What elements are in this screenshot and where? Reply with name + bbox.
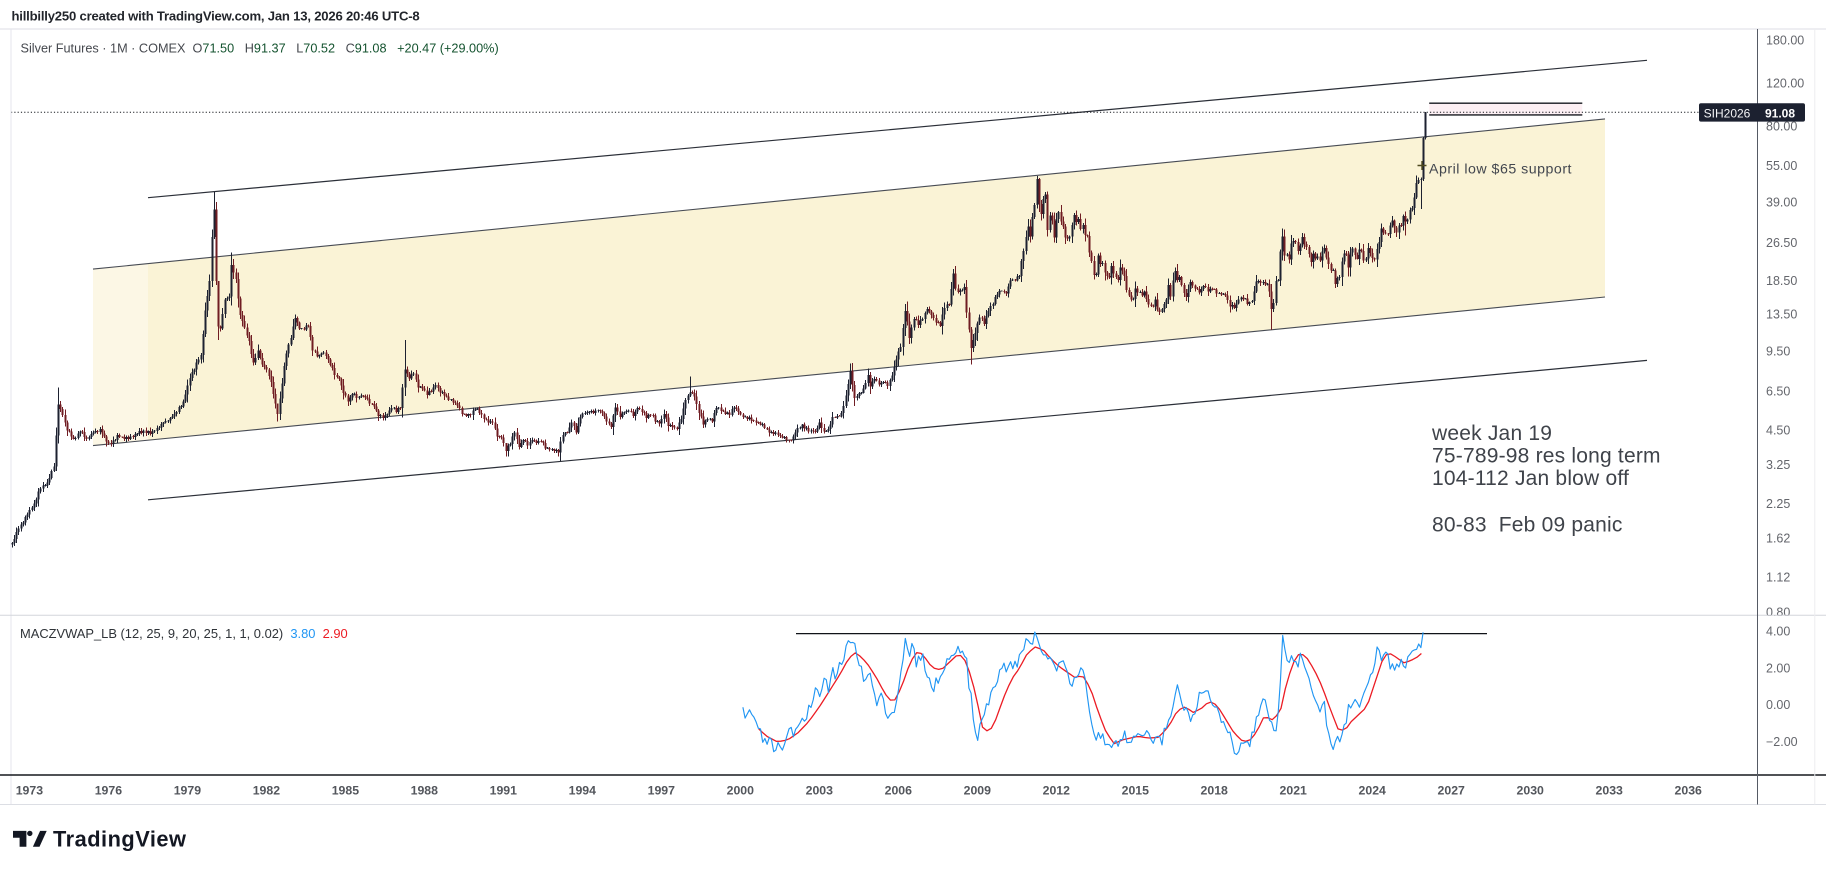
svg-text:120.00: 120.00 <box>1766 76 1804 90</box>
svg-text:18.50: 18.50 <box>1766 274 1797 288</box>
svg-text:91.08: 91.08 <box>1765 106 1795 120</box>
svg-text:4.00: 4.00 <box>1766 625 1790 639</box>
svg-text:104-112 Jan blow off: 104-112 Jan blow off <box>1432 467 1629 490</box>
svg-text:2.25: 2.25 <box>1766 497 1790 511</box>
svg-text:1985: 1985 <box>332 784 360 798</box>
svg-text:1991: 1991 <box>490 784 518 798</box>
svg-text:1982: 1982 <box>253 784 281 798</box>
svg-text:2018: 2018 <box>1201 784 1229 798</box>
svg-text:1988: 1988 <box>411 784 439 798</box>
svg-text:2003: 2003 <box>806 784 834 798</box>
svg-text:9.50: 9.50 <box>1766 345 1790 359</box>
svg-text:1979: 1979 <box>174 784 202 798</box>
svg-text:hillbilly250 created with Trad: hillbilly250 created with TradingView.co… <box>12 9 420 24</box>
svg-text:2006: 2006 <box>885 784 913 798</box>
svg-text:2030: 2030 <box>1517 784 1545 798</box>
svg-text:75-789-98 res long term: 75-789-98 res long term <box>1432 445 1661 468</box>
svg-text:week Jan 19: week Jan 19 <box>1431 422 1552 445</box>
svg-text:1973: 1973 <box>16 784 44 798</box>
svg-text:26.50: 26.50 <box>1766 236 1797 250</box>
svg-text:1997: 1997 <box>648 784 676 798</box>
svg-text:80.00: 80.00 <box>1766 119 1797 133</box>
svg-text:2012: 2012 <box>1043 784 1071 798</box>
svg-text:6.50: 6.50 <box>1766 385 1790 399</box>
svg-text:2015: 2015 <box>1122 784 1150 798</box>
svg-text:SIH2026: SIH2026 <box>1704 106 1751 120</box>
svg-text:−2.00: −2.00 <box>1766 735 1798 749</box>
svg-text:180.00: 180.00 <box>1766 34 1804 48</box>
svg-text:2.00: 2.00 <box>1766 661 1790 675</box>
svg-text:2024: 2024 <box>1359 784 1387 798</box>
svg-text:1976: 1976 <box>95 784 123 798</box>
svg-text:55.00: 55.00 <box>1766 159 1797 173</box>
svg-text:TradingView: TradingView <box>53 827 187 852</box>
svg-text:80-83 Feb 09 panic: 80-83 Feb 09 panic <box>1432 514 1623 537</box>
svg-text:0.00: 0.00 <box>1766 698 1790 712</box>
svg-text:3.25: 3.25 <box>1766 458 1790 472</box>
svg-text:2021: 2021 <box>1280 784 1308 798</box>
svg-text:13.50: 13.50 <box>1766 307 1797 321</box>
svg-text:1.62: 1.62 <box>1766 532 1790 546</box>
svg-text:Silver Futures · 1M · COMEX O: Silver Futures · 1M · COMEX O71.50 H91.3… <box>21 42 499 56</box>
svg-text:1.12: 1.12 <box>1766 571 1790 585</box>
svg-text:2009: 2009 <box>964 784 992 798</box>
svg-text:4.50: 4.50 <box>1766 424 1790 438</box>
svg-text:MACZVWAP_LB (12, 25, 9, 20, 25: MACZVWAP_LB (12, 25, 9, 20, 25, 1, 1, 0.… <box>20 626 348 641</box>
svg-text:39.00: 39.00 <box>1766 195 1797 209</box>
svg-text:2033: 2033 <box>1596 784 1624 798</box>
svg-text:April low $65 support: April low $65 support <box>1429 162 1572 178</box>
svg-text:1994: 1994 <box>569 784 597 798</box>
svg-text:2027: 2027 <box>1438 784 1466 798</box>
svg-text:2036: 2036 <box>1675 784 1703 798</box>
svg-text:2000: 2000 <box>727 784 755 798</box>
